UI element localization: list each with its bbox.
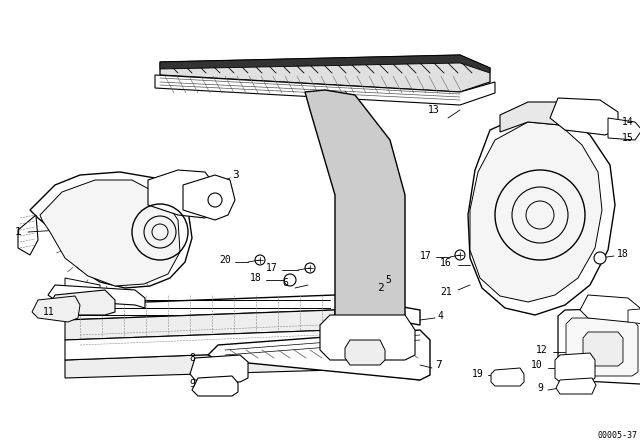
Text: 9: 9 [537, 383, 543, 393]
Polygon shape [48, 290, 115, 315]
Text: 11: 11 [44, 307, 55, 317]
Text: 00005-37: 00005-37 [598, 431, 638, 439]
Polygon shape [183, 175, 235, 220]
Text: 2: 2 [376, 283, 383, 293]
Text: 17: 17 [266, 263, 278, 273]
Text: 15: 15 [622, 133, 634, 143]
Circle shape [284, 274, 296, 286]
Text: 1: 1 [15, 227, 21, 237]
Polygon shape [555, 353, 595, 382]
Text: 12: 12 [536, 345, 548, 355]
Text: 4: 4 [438, 311, 444, 321]
Text: 5: 5 [385, 275, 391, 285]
Polygon shape [148, 170, 215, 218]
Polygon shape [468, 112, 615, 315]
Text: 21: 21 [440, 287, 452, 297]
Polygon shape [491, 368, 524, 386]
Text: 19: 19 [472, 369, 484, 379]
Polygon shape [580, 295, 640, 322]
Polygon shape [556, 378, 596, 394]
Text: 18: 18 [617, 249, 628, 259]
Text: 6: 6 [282, 278, 288, 288]
Polygon shape [192, 376, 238, 396]
Text: 3: 3 [232, 170, 239, 180]
Text: 13: 13 [428, 105, 440, 115]
Text: 17: 17 [420, 251, 432, 261]
Polygon shape [160, 55, 490, 92]
Polygon shape [320, 315, 415, 360]
Polygon shape [32, 296, 80, 322]
Polygon shape [65, 350, 420, 380]
Polygon shape [550, 98, 618, 135]
Text: 18: 18 [250, 273, 262, 283]
Polygon shape [608, 118, 640, 140]
Text: 7: 7 [435, 360, 442, 370]
Polygon shape [48, 285, 145, 308]
Polygon shape [65, 330, 420, 360]
Text: 10: 10 [531, 360, 543, 370]
Text: 9: 9 [189, 379, 195, 389]
Text: 20: 20 [220, 255, 231, 265]
Polygon shape [558, 308, 640, 384]
Polygon shape [160, 55, 490, 73]
Polygon shape [500, 102, 585, 132]
Polygon shape [65, 278, 100, 300]
Polygon shape [583, 332, 623, 366]
Polygon shape [30, 172, 192, 288]
Polygon shape [155, 75, 495, 105]
Polygon shape [65, 310, 335, 340]
Polygon shape [65, 295, 420, 325]
Polygon shape [566, 318, 638, 376]
Text: 14: 14 [622, 117, 634, 127]
Circle shape [594, 252, 606, 264]
Polygon shape [190, 355, 248, 382]
Text: 8: 8 [189, 353, 195, 363]
Text: 16: 16 [440, 258, 452, 268]
Polygon shape [345, 340, 385, 365]
Polygon shape [18, 215, 38, 255]
Polygon shape [305, 90, 405, 350]
Polygon shape [208, 330, 430, 380]
Polygon shape [628, 308, 640, 325]
Polygon shape [470, 122, 602, 302]
Polygon shape [40, 180, 180, 286]
